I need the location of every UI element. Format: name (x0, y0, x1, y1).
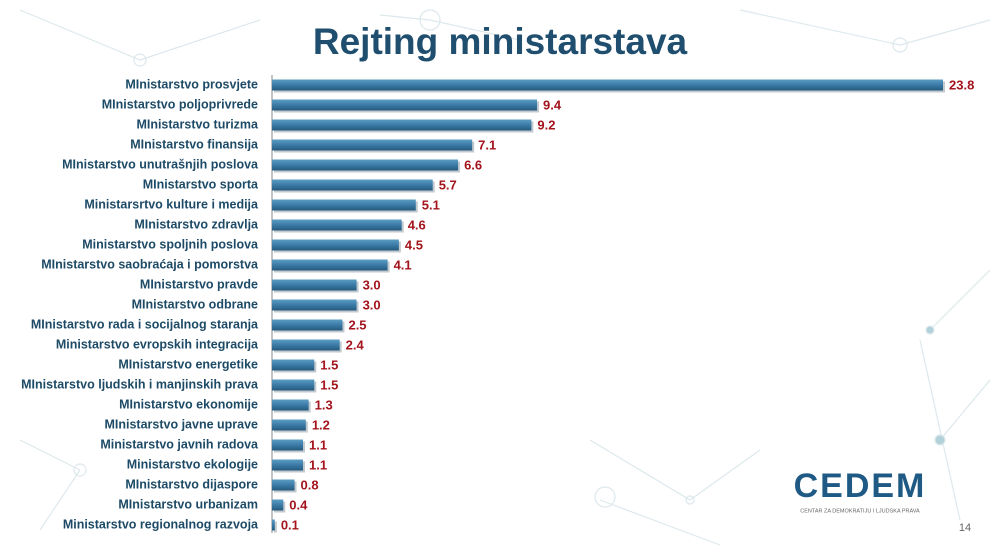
value-label: 2.5 (348, 317, 366, 332)
category-label: Ministarsrtvo kulture i medija (84, 197, 259, 211)
category-label: Ministarstvo ekologije (127, 457, 258, 471)
bar (272, 219, 402, 231)
value-label: 0.4 (289, 497, 308, 512)
category-label: MInistarstvo turizma (136, 117, 259, 131)
bar (272, 299, 357, 311)
value-label: 5.1 (422, 197, 440, 212)
bar (272, 419, 306, 431)
bar (272, 459, 304, 471)
value-label: 4.6 (408, 217, 426, 232)
bar-shadow (274, 521, 277, 533)
value-label: 1.5 (320, 357, 338, 372)
category-label: MInistarstvo urbanizam (118, 497, 258, 511)
bar (272, 99, 538, 111)
category-label: MInistarstvo finansija (130, 137, 259, 151)
value-label: 0.8 (301, 477, 319, 492)
category-label: MInistarstvo unutrašnjih poslova (62, 157, 259, 171)
page-number: 14 (959, 522, 971, 534)
value-label: 1.1 (309, 437, 327, 452)
logo-name: CEDEM (794, 467, 927, 505)
category-label: MInistarstvo pravde (140, 277, 258, 291)
value-label: 7.1 (478, 137, 496, 152)
bar (272, 439, 304, 451)
category-label: MInistarstvo prosvjete (125, 77, 258, 91)
value-label: 9.2 (537, 117, 555, 132)
background-decor (19, 9, 991, 546)
bar (272, 239, 399, 251)
bar (272, 499, 284, 511)
bar (272, 259, 388, 271)
category-label: Ministarstvo javnih radova (100, 437, 259, 451)
value-label: 4.5 (405, 237, 423, 252)
bar (272, 179, 433, 191)
category-label: MInistarstvo rada i socijalnog staranja (31, 317, 259, 331)
value-label: 0.1 (281, 517, 299, 532)
category-label: MInistarstvo odbrane (132, 297, 258, 311)
value-label: 1.5 (320, 377, 338, 392)
category-label: MInistarstvo ljudskih i manjinskih prava (21, 377, 259, 391)
category-label: MInistarstvo javne uprave (104, 417, 258, 431)
bar (272, 359, 315, 371)
bar (272, 379, 315, 391)
bar (272, 79, 943, 91)
value-label: 1.1 (309, 457, 327, 472)
bar (272, 119, 532, 131)
value-label: 3.0 (363, 277, 381, 292)
category-label: MInistarstvo sporta (143, 177, 259, 191)
category-label: Ministarstvo spoljnih poslova (82, 237, 259, 251)
logo-tagline: CENTAR ZA DEMOKRATIJU I LJUDSKA PRAVA (800, 508, 920, 514)
value-label: 2.4 (346, 337, 365, 352)
value-label: 3.0 (363, 297, 381, 312)
category-label: MInistarstvo poljoprivrede (102, 97, 258, 111)
bar (272, 319, 343, 331)
category-label: Ministarstvo regionalnog razvoja (63, 517, 259, 531)
category-label: MInistarstvo dijaspore (125, 477, 258, 491)
value-label: 6.6 (464, 157, 482, 172)
bar (272, 139, 473, 151)
bar (272, 479, 295, 491)
bar (272, 519, 275, 531)
category-label: MInistarstvo energetike (118, 357, 258, 371)
value-label: 1.3 (315, 397, 333, 412)
value-label: 23.8 (949, 77, 974, 92)
bar (272, 399, 309, 411)
category-label: MInistarstvo ekonomije (119, 397, 258, 411)
bar (272, 199, 416, 211)
value-label: 4.1 (394, 257, 412, 272)
bar (272, 279, 357, 291)
value-label: 9.4 (543, 97, 562, 112)
value-label: 1.2 (312, 417, 330, 432)
value-label: 5.7 (439, 177, 457, 192)
chart-title: Rejting ministarstava (313, 21, 688, 62)
bar (272, 339, 340, 351)
category-label: MInistarstvo zdravlja (134, 217, 259, 231)
category-label: Ministarstvo evropskih integracija (56, 337, 259, 351)
bar (272, 159, 459, 171)
category-label: MInistarstvo saobraćaja i pomorstva (41, 257, 259, 271)
